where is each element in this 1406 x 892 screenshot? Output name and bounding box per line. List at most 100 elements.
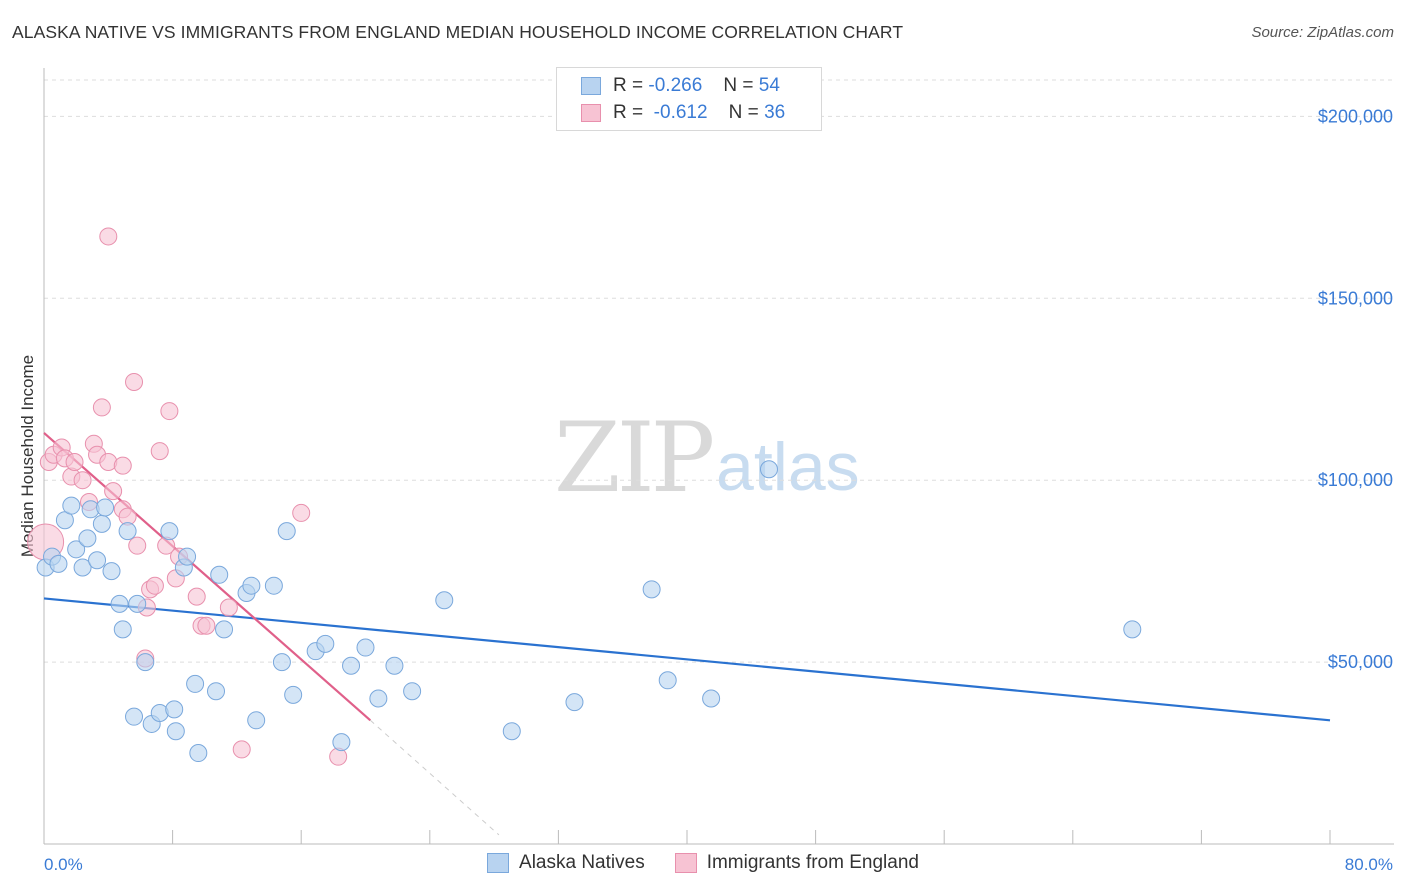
alaska-natives-point xyxy=(1123,620,1142,639)
x-tick-label: 0.0% xyxy=(44,855,83,874)
alaska-natives-point xyxy=(435,591,454,610)
alaska-natives-point xyxy=(502,722,521,741)
alaska-natives-point xyxy=(189,744,208,763)
alaska-natives-point xyxy=(62,496,81,515)
legend-r-value: -0.612 xyxy=(653,102,708,123)
alaska-natives-point xyxy=(264,576,283,595)
immigrants-england-point xyxy=(187,587,206,606)
legend-label-immigrants-england: Immigrants from England xyxy=(706,852,919,873)
alaska-natives-point xyxy=(332,733,351,752)
legend-item-alaska-natives: Alaska Natives xyxy=(487,852,645,874)
correlation-legend: R = -0.266 N = 54 R = -0.612 N = 36 xyxy=(556,67,822,131)
watermark-zip: ZIP xyxy=(554,402,715,514)
trend-line-immigrants-england xyxy=(43,432,372,722)
alaska-natives-point xyxy=(215,620,234,639)
alaska-natives-point xyxy=(210,565,229,584)
legend-swatch-pink xyxy=(674,853,697,873)
immigrants-england-point xyxy=(329,747,348,766)
alaska-natives-point xyxy=(342,656,361,675)
alaska-natives-point xyxy=(316,634,335,653)
alaska-natives-point xyxy=(242,576,261,595)
immigrants-england-point xyxy=(73,471,92,490)
immigrants-england-point xyxy=(197,616,216,635)
alaska-natives-point xyxy=(166,722,185,741)
alaska-natives-point xyxy=(369,689,388,708)
alaska-natives-point xyxy=(96,498,115,517)
alaska-natives-point xyxy=(128,594,147,613)
alaska-natives-point xyxy=(67,540,86,559)
alaska-natives-point xyxy=(165,700,184,719)
alaska-natives-point xyxy=(658,671,677,690)
legend-n-label: N = xyxy=(728,102,759,123)
legend-row-england: R = -0.612 N = 36 xyxy=(581,101,785,125)
immigrants-england-point xyxy=(113,456,132,475)
data-points xyxy=(27,227,1142,766)
alaska-natives-point xyxy=(78,529,97,548)
y-tick-label: $100,000 xyxy=(1318,470,1393,490)
legend-n-value: 54 xyxy=(758,75,780,96)
trend-line-extension xyxy=(369,719,500,836)
immigrants-england-point xyxy=(219,598,238,617)
alaska-natives-point xyxy=(136,653,155,672)
immigrants-england-point xyxy=(92,398,111,417)
alaska-natives-point xyxy=(49,554,68,573)
alaska-natives-point xyxy=(702,689,721,708)
alaska-natives-point xyxy=(160,522,179,541)
legend-n-value: 36 xyxy=(764,102,786,123)
immigrants-england-point xyxy=(145,576,164,595)
alaska-natives-point xyxy=(178,547,197,566)
alaska-natives-point xyxy=(247,711,266,730)
y-tick-label: $200,000 xyxy=(1318,106,1393,126)
legend-row-alaska: R = -0.266 N = 54 xyxy=(581,74,780,98)
alaska-natives-point xyxy=(403,682,422,701)
immigrants-england-point xyxy=(292,503,311,522)
legend-n-label: N = xyxy=(723,75,754,96)
legend-swatch-blue xyxy=(581,77,601,95)
trend-lines xyxy=(43,432,1331,836)
alaska-natives-point xyxy=(88,551,107,570)
legend-r-label: R = xyxy=(613,75,644,96)
alaska-natives-point xyxy=(565,693,584,712)
x-tick-label: 80.0% xyxy=(1345,855,1393,874)
legend-label-alaska-natives: Alaska Natives xyxy=(519,852,645,873)
trend-line-alaska-natives xyxy=(43,597,1331,722)
immigrants-england-point xyxy=(128,536,147,555)
alaska-natives-point xyxy=(125,707,144,726)
legend-swatch-blue xyxy=(487,853,510,873)
alaska-natives-point xyxy=(356,638,375,657)
chart-title: ALASKA NATIVE VS IMMIGRANTS FROM ENGLAND… xyxy=(12,22,904,42)
alaska-natives-point xyxy=(102,562,121,581)
alaska-natives-point xyxy=(118,522,137,541)
y-tick-label: $150,000 xyxy=(1318,288,1393,308)
alaska-natives-point xyxy=(207,682,226,701)
alaska-natives-point xyxy=(759,460,778,479)
gridlines xyxy=(44,79,1394,663)
legend-r-label: R = xyxy=(613,102,644,123)
alaska-natives-point xyxy=(186,674,205,693)
alaska-natives-point xyxy=(642,580,661,599)
alaska-natives-point xyxy=(284,685,303,704)
alaska-natives-point xyxy=(385,656,404,675)
watermark-atlas: atlas xyxy=(716,429,860,505)
immigrants-england-point xyxy=(65,453,84,471)
legend-swatch-pink xyxy=(581,104,601,122)
axes xyxy=(43,68,1394,845)
alaska-natives-point xyxy=(110,594,129,613)
alaska-natives-point xyxy=(92,514,111,533)
legend-r-value: -0.266 xyxy=(648,75,703,96)
alaska-natives-point xyxy=(277,522,296,541)
immigrants-england-point xyxy=(160,402,179,421)
tick-labels: $50,000 $100,000 $150,000 $200,000 0.0% 80.0% xyxy=(44,106,1393,874)
alaska-natives-point xyxy=(73,558,92,577)
immigrants-england-point xyxy=(99,227,118,246)
alaska-natives-point xyxy=(113,620,132,639)
immigrants-england-point xyxy=(150,442,169,461)
alaska-natives-point xyxy=(272,653,291,672)
legend-item-immigrants-england: Immigrants from England xyxy=(674,852,919,874)
source-label: Source: ZipAtlas.com xyxy=(1251,24,1394,41)
immigrants-england-point xyxy=(232,740,251,759)
series-legend: Alaska Natives Immigrants from England xyxy=(0,852,1406,874)
immigrants-england-point xyxy=(104,482,123,501)
y-tick-label: $50,000 xyxy=(1328,652,1393,672)
